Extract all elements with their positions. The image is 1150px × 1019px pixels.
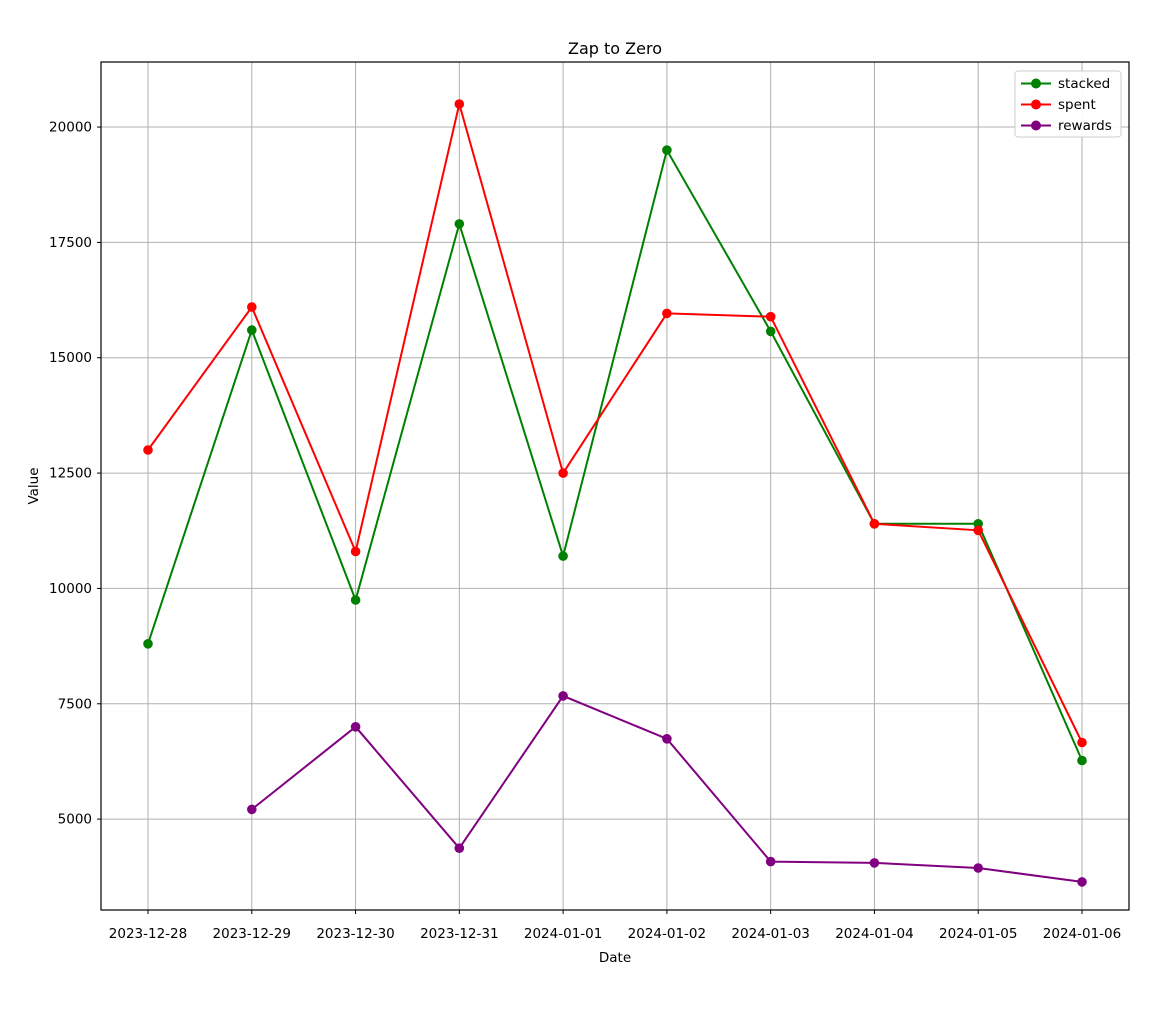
data-point-spent (247, 302, 257, 312)
legend-label-stacked: stacked (1058, 76, 1110, 92)
x-axis-label: Date (599, 950, 631, 966)
data-point-rewards (454, 843, 465, 853)
x-tick-label: 2024-01-01 (524, 926, 602, 942)
data-point-spent (973, 525, 983, 536)
data-point-stacked (1077, 755, 1087, 766)
data-point-rewards (973, 863, 983, 873)
y-tick-label: 20000 (49, 120, 92, 136)
y-tick-label: 17500 (49, 235, 92, 251)
x-tick-label: 2024-01-05 (939, 926, 1017, 942)
x-tick-label: 2023-12-28 (109, 926, 187, 942)
gridlines (101, 62, 1129, 910)
data-point-spent (869, 519, 880, 529)
data-point-stacked (662, 145, 672, 155)
data-point-rewards (1077, 877, 1087, 887)
legend-label-spent: spent (1058, 97, 1096, 113)
series-line-stacked (147, 147, 1083, 761)
data-point-spent (1077, 737, 1087, 748)
data-point-spent (143, 445, 153, 455)
y-tick-label: 5000 (58, 812, 92, 828)
series-line-spent (147, 103, 1083, 743)
data-point-spent (765, 311, 776, 322)
x-tick-label: 2023-12-31 (420, 926, 498, 942)
series-lines (143, 99, 1087, 887)
x-tick-label: 2024-01-02 (628, 926, 706, 942)
data-point-rewards (869, 858, 880, 868)
data-point-stacked (143, 639, 153, 649)
y-tick-label: 10000 (49, 581, 92, 597)
data-point-stacked (558, 551, 568, 561)
legend: stacked spent rewards (1014, 70, 1122, 138)
data-point-rewards (350, 722, 361, 732)
legend-swatch-marker-stacked (1031, 78, 1041, 89)
data-point-rewards (247, 804, 257, 815)
data-point-rewards (765, 856, 776, 867)
legend-swatch-marker-spent (1031, 99, 1041, 110)
data-point-rewards (662, 734, 672, 744)
x-tick-label: 2023-12-29 (213, 926, 291, 942)
data-point-stacked (350, 595, 361, 605)
data-point-stacked (247, 325, 257, 335)
chart-title: Zap to Zero (568, 39, 662, 58)
legend-label-rewards: rewards (1058, 118, 1112, 134)
y-tick-label: 12500 (49, 466, 92, 482)
data-point-rewards (558, 691, 568, 701)
y-tick-label: 7500 (58, 696, 92, 712)
data-point-spent (662, 308, 672, 319)
y-axis-label: Value (26, 467, 42, 504)
legend-box (1014, 70, 1122, 138)
x-tick-label: 2023-12-30 (316, 926, 394, 942)
x-tick-label: 2024-01-03 (731, 926, 809, 942)
axis-ticks: 2023-12-28 2023-12-29 2023-12-30 2023-12-31… (49, 120, 1121, 942)
data-point-stacked (454, 219, 465, 229)
data-point-spent (454, 99, 465, 109)
legend-swatch-marker-rewards (1031, 120, 1041, 131)
plot-border (100, 61, 1130, 911)
data-point-stacked (765, 326, 776, 337)
data-point-spent (558, 468, 568, 478)
x-tick-label: 2024-01-06 (1043, 926, 1121, 942)
y-tick-label: 15000 (49, 350, 92, 366)
x-tick-label: 2024-01-04 (835, 926, 913, 942)
data-point-spent (350, 546, 361, 557)
